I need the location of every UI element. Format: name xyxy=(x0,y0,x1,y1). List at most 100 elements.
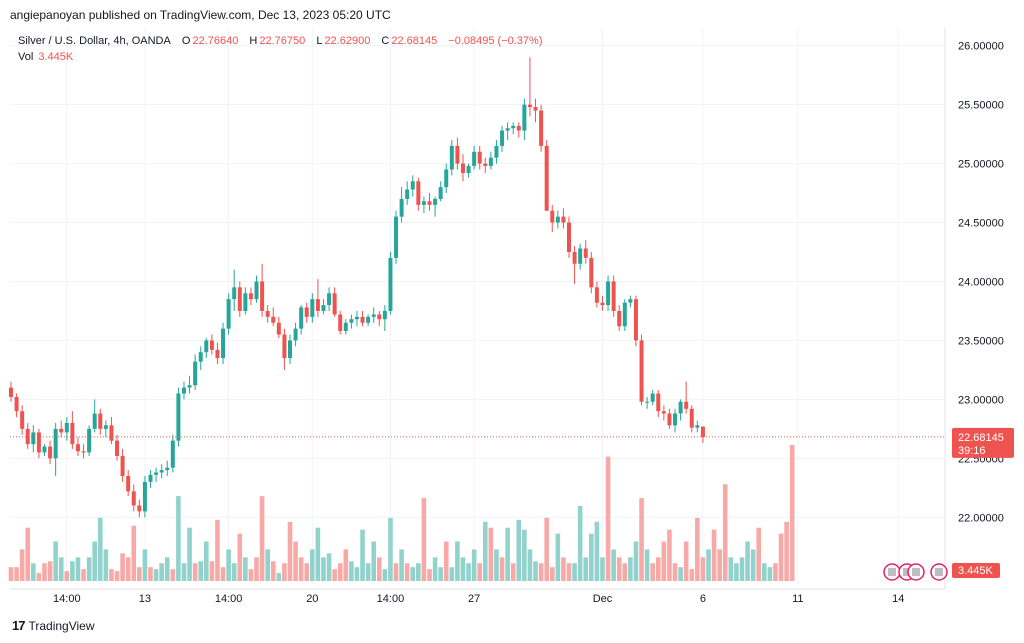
volume-bar xyxy=(789,445,795,581)
volume-bar xyxy=(784,521,789,581)
candle-body xyxy=(617,310,622,327)
volume-value: 3.445K xyxy=(38,51,74,63)
candle-body xyxy=(181,387,186,394)
volume-bar xyxy=(36,573,42,581)
candle-body xyxy=(243,293,248,311)
volume-bar xyxy=(778,533,784,581)
candle-body xyxy=(483,163,488,166)
candle-body xyxy=(209,340,214,350)
volume-bar xyxy=(170,569,176,581)
candle-body xyxy=(154,472,159,475)
candle-body xyxy=(109,425,114,441)
candle-body xyxy=(332,293,337,315)
volume-bar xyxy=(42,563,47,581)
volume-bar xyxy=(756,527,762,581)
volume-bar xyxy=(231,563,237,581)
candle-body xyxy=(187,385,192,388)
volume-bar xyxy=(349,561,354,581)
candle-body xyxy=(394,216,399,258)
candle-body xyxy=(444,169,449,188)
volume-bar xyxy=(510,563,516,581)
brand-name: TradingView xyxy=(28,618,95,633)
volume-bar xyxy=(215,519,220,581)
volume-bar xyxy=(533,561,538,581)
volume-bar xyxy=(243,557,248,581)
volume-bar xyxy=(466,563,471,581)
candle-body xyxy=(271,316,276,323)
volume-bar xyxy=(153,569,159,581)
candle-body xyxy=(304,307,309,317)
symbol-title[interactable]: Silver / U.S. Dollar, 4h, OANDA xyxy=(18,35,171,47)
volume-bar xyxy=(204,541,209,581)
volume-bar xyxy=(321,557,326,581)
candle-body xyxy=(92,413,97,429)
volume-bar xyxy=(220,567,226,581)
volume-bar xyxy=(304,563,310,581)
candle-body xyxy=(248,293,253,300)
volume-bar xyxy=(159,563,164,581)
candle-body xyxy=(488,157,493,166)
candle-body xyxy=(539,110,544,146)
volume-bar xyxy=(505,527,510,581)
volume-bar xyxy=(650,563,655,581)
candle-body xyxy=(572,252,577,264)
candle-body xyxy=(170,440,175,468)
open-label: O xyxy=(181,35,191,47)
volume-label[interactable]: Vol xyxy=(18,51,34,63)
volume-bar xyxy=(572,563,577,581)
candle-body xyxy=(421,201,426,205)
candle-body xyxy=(321,305,326,311)
candle-body xyxy=(221,328,226,359)
footer-brand[interactable]: 17 TradingView xyxy=(12,618,95,633)
candle-body xyxy=(678,401,683,414)
volume-bar xyxy=(315,527,321,581)
candle-body xyxy=(48,446,53,459)
open-value: 22.76640 xyxy=(192,35,239,47)
volume-bar xyxy=(399,549,404,581)
candle-body xyxy=(198,352,203,362)
volume-bar xyxy=(594,521,600,581)
candle-body xyxy=(700,426,705,438)
volume-bar xyxy=(8,567,14,581)
candle-body xyxy=(53,428,58,459)
candle-body xyxy=(87,428,92,453)
volume-bar xyxy=(516,519,522,581)
candle-body xyxy=(137,505,142,512)
volume-bar xyxy=(97,517,103,581)
volume-bar xyxy=(471,549,477,581)
candle-body xyxy=(622,302,627,327)
candle-body xyxy=(544,145,549,211)
volume-bar xyxy=(728,557,734,581)
volume-bar xyxy=(689,569,695,581)
candle-body xyxy=(103,425,108,429)
volume-bar xyxy=(600,557,605,581)
y-tick-label: 22.00000 xyxy=(958,512,1004,524)
x-tick-label: 14:00 xyxy=(215,593,243,605)
candle-body xyxy=(645,401,650,403)
candle-body xyxy=(405,189,410,199)
candle-body xyxy=(36,432,41,453)
volume-bar xyxy=(58,557,64,581)
x-tick-label: 6 xyxy=(700,593,706,605)
tradingview-logo-icon: 17 xyxy=(12,618,26,633)
volume-bar xyxy=(477,563,483,581)
candle-body xyxy=(684,401,689,409)
volume-bar xyxy=(667,529,672,581)
countdown-label: 39:16 xyxy=(958,445,986,457)
volume-bar xyxy=(695,517,700,581)
volume-bar xyxy=(254,557,259,581)
candle-body xyxy=(377,314,382,320)
candle-body xyxy=(639,340,644,402)
volume-tag-label: 3.445K xyxy=(958,565,994,577)
candle-body xyxy=(70,422,75,445)
candle-body xyxy=(288,340,292,359)
candle-body xyxy=(265,310,270,317)
volume-bar xyxy=(616,557,622,581)
candle-body xyxy=(75,444,80,452)
candle-body xyxy=(583,248,588,258)
volume-bar xyxy=(103,549,109,581)
volume-bar xyxy=(81,569,86,581)
volume-bar xyxy=(438,567,443,581)
volume-bar xyxy=(298,557,304,581)
